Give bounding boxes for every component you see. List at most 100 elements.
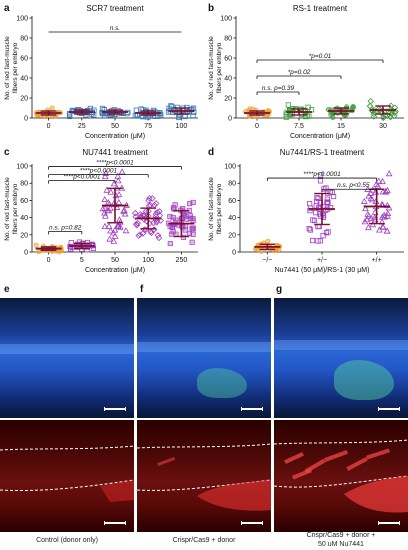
data-point [382,187,390,194]
y-tick-label: 60 [20,198,28,205]
data-point [102,169,110,176]
data-point [373,180,380,187]
x-axis-label: Nu7441 (50 μM)/RS-1 (30 μM) [275,267,370,274]
data-point [380,114,387,122]
data-point [148,229,155,237]
data-point [311,217,318,224]
data-point [33,242,39,248]
data-point [169,103,175,110]
data-point [323,230,330,236]
data-point [173,231,179,237]
data-point [187,213,193,219]
data-point [101,195,109,203]
y-tick-label: 100 [224,164,236,171]
data-point [132,213,139,220]
data-point [307,201,313,207]
y-tick-label: 0 [24,116,28,123]
data-point [309,237,316,244]
x-tick-label: +/− [317,257,327,264]
data-point [114,172,122,179]
data-point [390,112,398,120]
data-point [306,113,312,119]
chart-title: NU7441 treatment [82,148,148,157]
data-point [114,222,122,230]
data-point [152,211,160,218]
data-point [146,195,153,202]
data-point [114,177,122,184]
x-tick-label: 75 [144,123,152,130]
data-point [385,170,393,177]
scale-bar [104,521,126,525]
data-point [111,226,119,233]
data-point [121,210,129,217]
panel-letter-g: g [276,284,283,295]
data-point [170,205,176,211]
x-tick-label: 0 [47,257,51,264]
x-tick-label: 100 [142,257,154,264]
data-point [137,211,144,218]
significance-label: ****p<0.0001 [96,160,134,167]
data-point [265,238,271,244]
significance-label: n.s. [110,25,121,32]
data-point [180,224,186,230]
x-tick-label: 50 [111,123,119,130]
significance-label: n.s. p<0.55 [337,182,370,189]
significance-label: *p=0.01 [309,53,332,60]
data-point [365,192,373,199]
data-point [110,237,118,244]
data-point [384,186,391,194]
y-axis-label: No. of red fast-muscle fibers per embryo [4,177,19,241]
data-point [367,97,374,105]
data-point [180,234,187,240]
data-point [367,189,374,196]
data-point [184,216,190,222]
data-point [101,172,109,180]
y-tick-label: 100 [16,164,28,171]
y-tick-label: 20 [228,232,236,239]
data-point [320,233,326,239]
scale-bar [241,407,263,411]
data-point [383,227,391,234]
data-point [323,207,329,213]
x-tick-label: 0 [255,123,259,130]
significance-label: n.s. p=0.82 [49,224,82,231]
x-axis-label: Concentration (μM) [290,133,350,140]
data-point [190,199,196,205]
data-point [170,215,176,221]
data-point [99,105,106,112]
data-point [156,208,163,215]
y-tick-label: 0 [24,250,28,257]
significance-label: *p=0.02 [288,69,311,76]
data-point [306,226,312,232]
significance-label: ****p<0.0001 [303,171,341,178]
y-tick-label: 20 [20,96,28,103]
data-point [387,106,395,113]
data-point [111,232,119,239]
y-axis-label-line2: fibers per embryo [216,183,223,234]
data-point [153,219,160,226]
data-point [172,202,178,208]
data-point [135,232,142,240]
panel-letter-b: b [208,3,214,14]
data-point [325,199,331,205]
y-tick-label: 0 [232,250,236,257]
data-point [247,106,253,112]
data-point [366,102,374,110]
data-point [313,203,319,209]
data-point [68,240,74,246]
data-point [157,217,164,224]
caption-g-line1: Crispr/Cas9 + donor + [306,532,376,539]
data-point [103,186,111,193]
data-point [115,198,123,205]
data-point [170,109,176,115]
data-point [371,108,379,116]
y-axis-label: No. of red fast-muscle fibers per embryo [208,177,223,241]
y-tick-label: 40 [20,215,28,222]
data-point [376,106,384,114]
y-axis-label: No. of red fast-muscle fibers per embryo [4,36,19,100]
data-point [133,107,139,113]
data-point [350,104,356,110]
data-point [132,209,139,217]
data-point [155,234,163,242]
data-point [369,221,377,228]
